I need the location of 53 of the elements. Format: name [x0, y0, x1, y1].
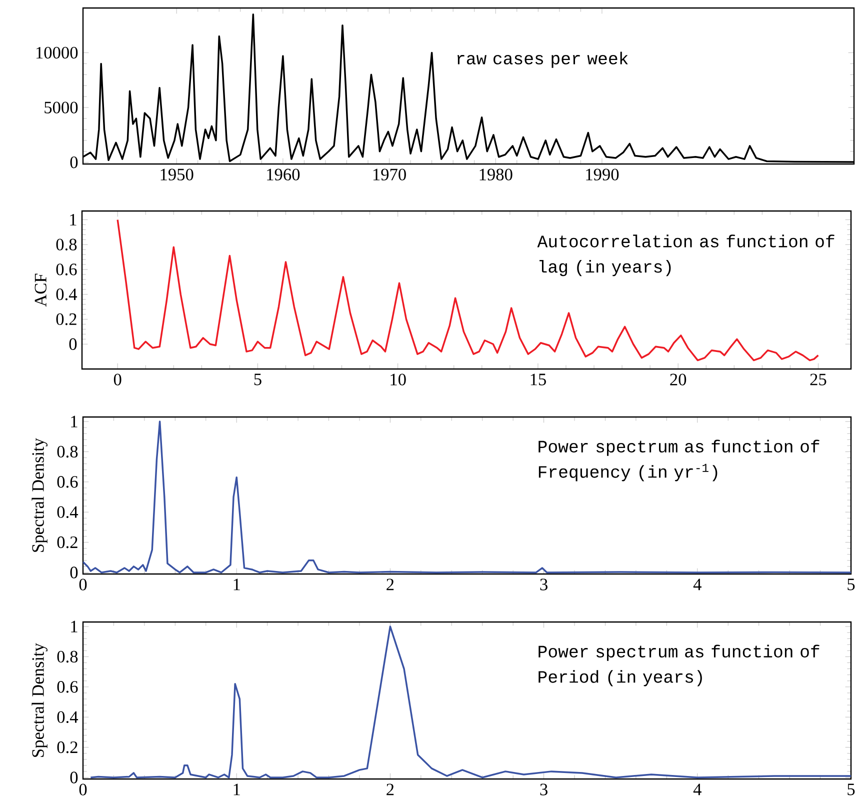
- x-tick-label: 2: [386, 578, 394, 590]
- y-tick-label: 0.4: [56, 288, 78, 300]
- x-tick-label: 1: [234, 784, 240, 796]
- y-tick-label: 0.4: [57, 711, 78, 723]
- y-tick-label: 0.8: [57, 650, 78, 663]
- y-tick-label: 0.4: [57, 506, 78, 518]
- x-tick-label: 0: [114, 374, 122, 386]
- y-tick-label: 0.2: [56, 313, 76, 326]
- x-tick-label: 1960: [267, 168, 300, 180]
- line-series: [90, 626, 851, 778]
- y-axis-title: Spectral Density: [32, 438, 48, 552]
- y-tick-label: 1: [71, 416, 78, 428]
- x-tick-label: 20: [670, 374, 686, 386]
- annotation: Power spectrum as function of Period (in years): [538, 644, 820, 686]
- y-tick-label: 0.6: [57, 681, 78, 693]
- x-tick-label: 2: [386, 784, 394, 796]
- y-axis-title: ACF: [34, 274, 46, 307]
- annotation: raw cases per week: [457, 52, 628, 68]
- x-tick-label: 1970: [373, 168, 406, 180]
- x-tick-label: 1: [234, 578, 240, 590]
- x-tick-label: 3: [540, 578, 548, 590]
- y-tick-label: 0.6: [57, 476, 78, 488]
- x-tick-label: 0: [79, 784, 87, 796]
- annotation: Power spectrum as function of Frequency (in yr$^{-1}$): [538, 440, 820, 482]
- y-tick-label: 0.2: [57, 741, 78, 754]
- y-tick-label: 0: [70, 772, 78, 784]
- x-tick-label: 10: [390, 374, 406, 386]
- y-axis-title: Spectral Density: [32, 643, 48, 757]
- x-tick-label: 4: [693, 784, 702, 796]
- x-tick-label: 1980: [480, 168, 512, 180]
- x-tick-label: 4: [693, 578, 702, 590]
- y-tick-label: 0.8: [57, 446, 78, 458]
- y-tick-label: 0: [69, 338, 77, 350]
- y-tick-label: 0: [70, 566, 78, 578]
- x-tick-label: 5: [848, 578, 855, 590]
- x-tick-label: 0: [79, 578, 87, 590]
- y-tick-label: 10000: [36, 46, 78, 59]
- y-tick-label: 5000: [44, 102, 78, 114]
- x-tick-label: 1990: [586, 168, 619, 180]
- x-tick-label: 25: [810, 374, 826, 386]
- y-tick-label: 0.6: [56, 264, 77, 276]
- y-tick-label: 1: [70, 214, 76, 226]
- y-tick-label: 0: [70, 156, 78, 168]
- x-tick-label: 5: [848, 784, 855, 796]
- x-tick-label: 5: [254, 374, 262, 386]
- x-tick-label: 3: [540, 784, 548, 796]
- y-tick-label: 0.8: [56, 238, 77, 250]
- x-tick-label: 1950: [160, 168, 194, 180]
- y-tick-label: 1: [71, 620, 78, 632]
- annotation: Autocorrelation as function of lag (in years): [537, 234, 834, 276]
- x-tick-label: 15: [530, 374, 546, 386]
- line-series: [82, 420, 851, 574]
- y-tick-label: 0.2: [57, 536, 78, 548]
